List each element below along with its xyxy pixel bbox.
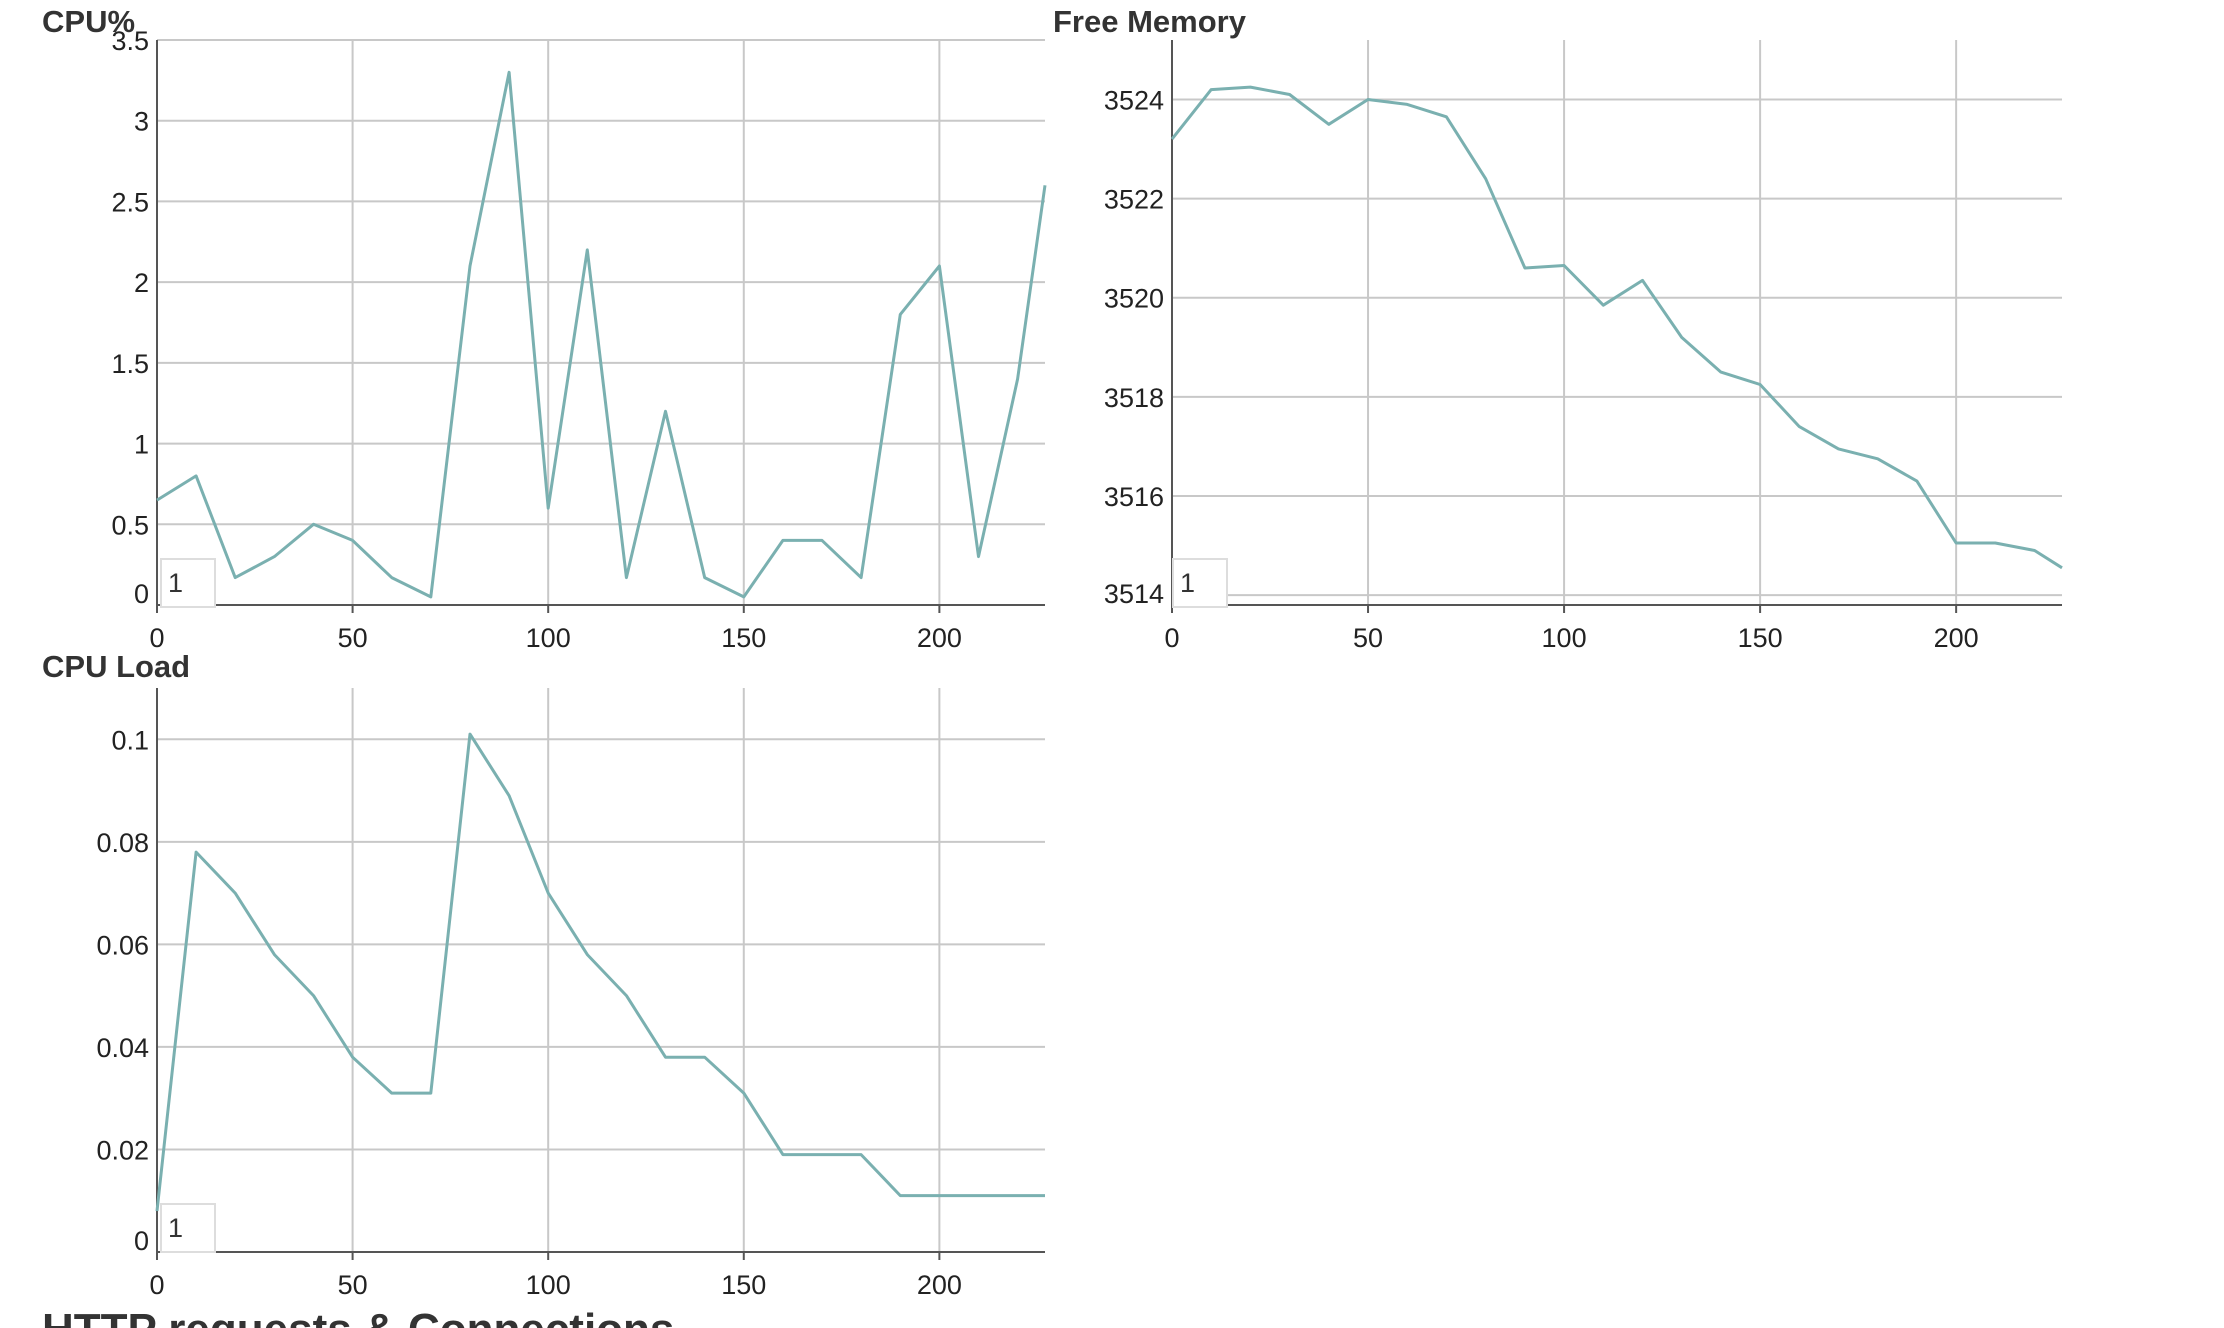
data-point: [975, 1193, 981, 1199]
chart-title-free-memory: Free Memory: [1053, 4, 1246, 39]
series-line: [1170, 85, 2063, 570]
y-tick-label: 0: [134, 1226, 149, 1256]
data-point: [819, 1152, 825, 1158]
x-tick-label: 50: [338, 623, 368, 653]
data-point: [467, 731, 473, 737]
data-point: [741, 1090, 747, 1096]
y-tick-label: 0.04: [96, 1033, 149, 1063]
series-line: [155, 732, 1045, 1212]
y-tick-label: 0.06: [96, 930, 149, 960]
data-point: [663, 1054, 669, 1060]
y-tick-label: 3524: [1104, 85, 1164, 115]
data-point: [897, 1193, 903, 1199]
data-point: [310, 993, 316, 999]
x-tick-label: 0: [149, 1270, 164, 1300]
data-point: [1015, 1193, 1021, 1199]
y-tick-label: 3.5: [111, 26, 149, 56]
data-point: [271, 952, 277, 958]
data-point: [936, 1193, 942, 1199]
y-tick-label: 3522: [1104, 185, 1164, 215]
y-tick-label: 0: [134, 579, 149, 609]
x-tick-label: 150: [1738, 623, 1783, 653]
y-tick-label: 0.1: [111, 725, 149, 755]
data-point: [623, 993, 629, 999]
data-point: [780, 1152, 786, 1158]
x-tick-label: 150: [721, 623, 766, 653]
y-tick-label: 0.5: [111, 510, 149, 540]
y-tick-label: 3: [134, 107, 149, 137]
x-tick-label: 100: [526, 623, 571, 653]
data-point: [428, 1090, 434, 1096]
x-tick-label: 100: [1542, 623, 1587, 653]
x-tick-label: 0: [1164, 623, 1179, 653]
chart-title-cpu-percent: CPU%: [42, 4, 136, 39]
series-line: [156, 70, 1047, 599]
data-point: [858, 1152, 864, 1158]
data-point: [1042, 1193, 1048, 1199]
data-point: [584, 952, 590, 958]
y-tick-label: 3518: [1104, 383, 1164, 413]
x-tick-label: 100: [526, 1270, 571, 1300]
cpu-load-legend[interactable]: 1: [160, 1203, 216, 1253]
data-point: [232, 890, 238, 896]
x-tick-label: 0: [149, 623, 164, 653]
y-tick-label: 2.5: [111, 187, 149, 217]
x-tick-label: 150: [721, 1270, 766, 1300]
y-tick-label: 0.08: [96, 828, 149, 858]
y-tick-label: 2: [134, 268, 149, 298]
data-point: [545, 890, 551, 896]
y-tick-label: 0.02: [96, 1135, 149, 1165]
y-tick-label: 3514: [1104, 579, 1164, 609]
y-tick-label: 1.5: [111, 349, 149, 379]
data-point: [702, 1054, 708, 1060]
x-tick-label: 50: [1353, 623, 1383, 653]
x-tick-label: 200: [917, 623, 962, 653]
data-point: [193, 849, 199, 855]
free-memory-legend[interactable]: 1: [1172, 558, 1228, 608]
y-tick-label: 3516: [1104, 482, 1164, 512]
chart-title-cpu-load: CPU Load: [42, 649, 191, 684]
data-point: [506, 793, 512, 799]
next-section-heading: HTTP requests & Connections: [42, 1308, 782, 1328]
x-tick-label: 200: [1934, 623, 1979, 653]
x-tick-label: 200: [917, 1270, 962, 1300]
y-tick-label: 1: [134, 430, 149, 460]
cpu-percent-legend[interactable]: 1: [160, 558, 216, 608]
next-section-heading-text: HTTP requests & Connections: [42, 1308, 782, 1328]
data-point: [389, 1090, 395, 1096]
data-point: [350, 1054, 356, 1060]
y-tick-label: 3520: [1104, 284, 1164, 314]
x-tick-label: 50: [338, 1270, 368, 1300]
